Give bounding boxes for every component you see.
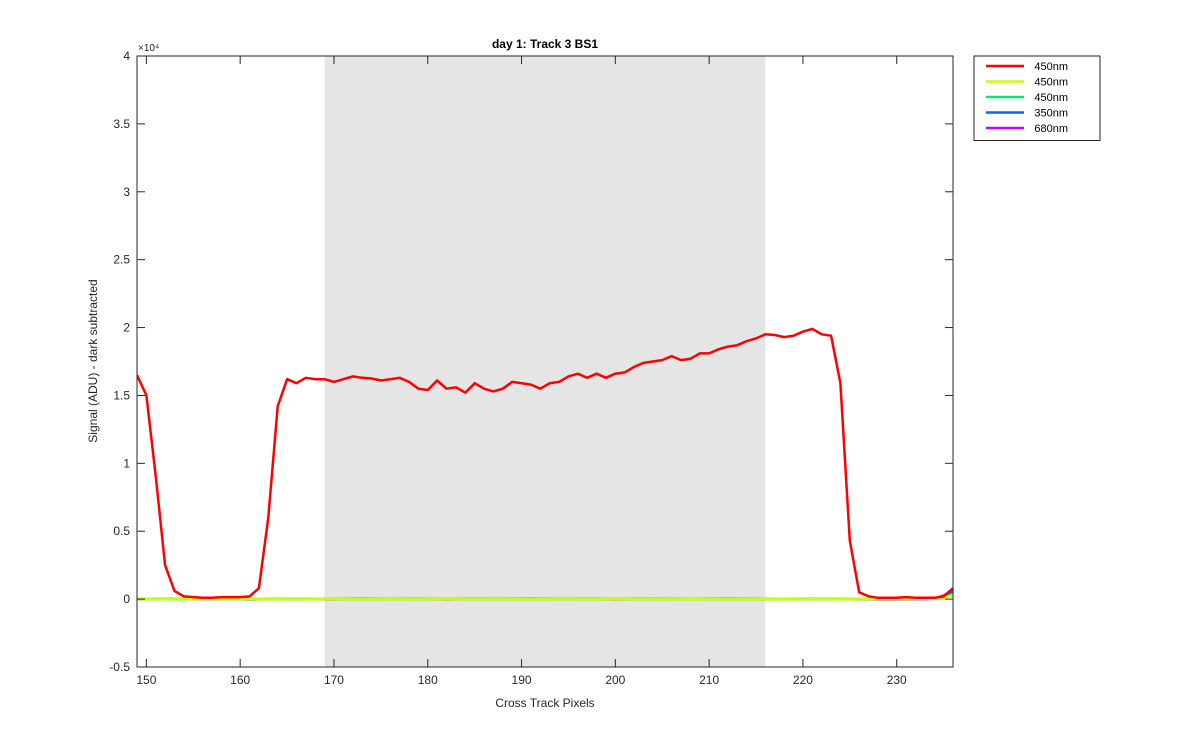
y-tick-label: 2 xyxy=(123,321,130,335)
x-tick-label: 200 xyxy=(605,673,625,687)
x-tick-label: 190 xyxy=(512,673,532,687)
legend-label: 350nm xyxy=(1034,108,1068,120)
y-tick-label: 0 xyxy=(123,592,130,606)
x-axis-label: Cross Track Pixels xyxy=(495,696,594,710)
y-tick-label: 1.5 xyxy=(113,388,130,402)
legend-label: 450nm xyxy=(1034,92,1068,104)
legend-label: 680nm xyxy=(1034,123,1068,135)
x-tick-label: 210 xyxy=(699,673,719,687)
y-exponent-label: ×10⁴ xyxy=(138,43,159,54)
x-tick-label: 230 xyxy=(887,673,907,687)
shaded-region-layer xyxy=(324,56,766,667)
axes-layer xyxy=(136,55,954,668)
x-tick-label: 160 xyxy=(230,673,250,687)
y-tick-label: 1 xyxy=(123,456,130,470)
y-tick-label: 2.5 xyxy=(113,253,130,267)
axes-box xyxy=(136,55,954,668)
x-ticks: 150 160 170 180 190 200 210 220 230 xyxy=(136,56,907,687)
y-axis-label: Signal (ADU) - dark subtracted xyxy=(86,279,100,442)
legend-label: 450nm xyxy=(1034,61,1068,73)
y-tick-label: 3 xyxy=(123,185,130,199)
y-tick-label: 0.5 xyxy=(113,524,130,538)
x-tick-label: 180 xyxy=(418,673,438,687)
chart-title: day 1: Track 3 BS1 xyxy=(492,37,598,51)
x-tick-label: 150 xyxy=(136,673,156,687)
y-ticks: -0.5 0 0.5 1 1.5 2 2.5 3 3.5 4 xyxy=(109,49,953,674)
x-tick-label: 170 xyxy=(324,673,344,687)
shaded-region xyxy=(324,56,766,667)
y-tick-label: 3.5 xyxy=(113,117,130,131)
legend-label: 450nm xyxy=(1034,77,1068,89)
y-tick-label: -0.5 xyxy=(109,660,130,674)
x-tick-label: 220 xyxy=(793,673,813,687)
series-layer xyxy=(137,327,953,601)
series-line-1 xyxy=(137,327,953,600)
y-tick-label: 4 xyxy=(123,49,130,63)
legend: 450nm 450nm 450nm 350nm 680nm xyxy=(973,55,1101,141)
